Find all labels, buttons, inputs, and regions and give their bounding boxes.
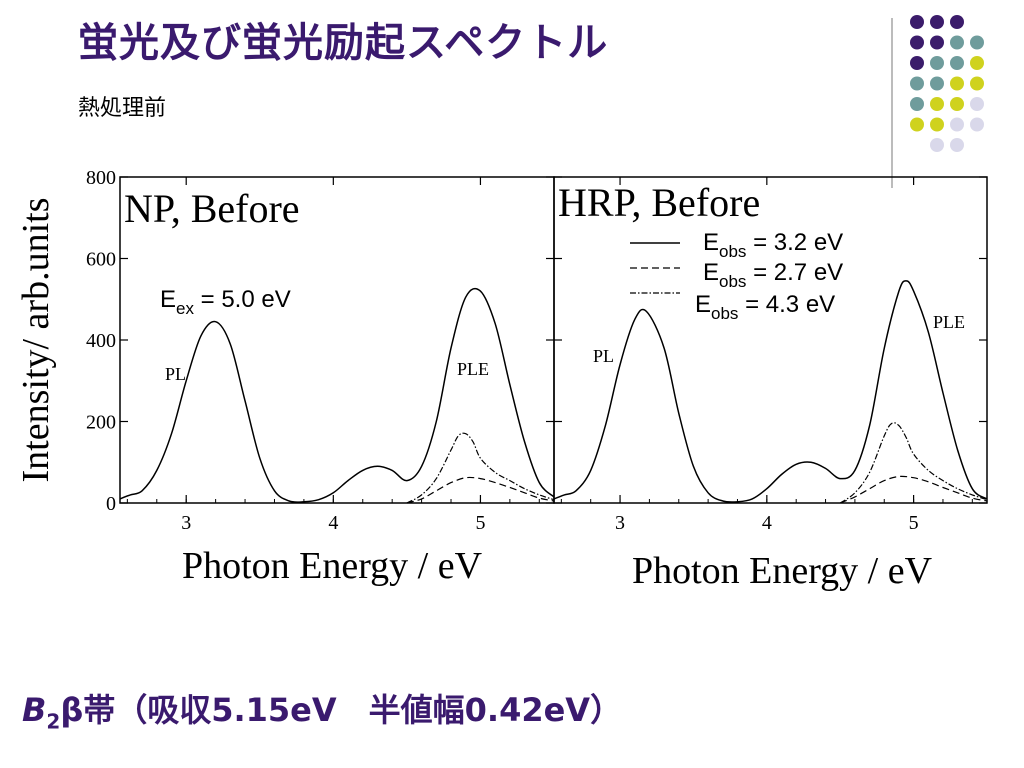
legend-entry-dashdot: Eobs = 4.3 eV [695,291,835,323]
decor-dot [930,15,944,29]
decor-dot [910,15,924,29]
hrp-legend: Eobs = 3.2 eV Eobs = 2.7 eV Eobs = 4.3 e… [630,229,843,323]
y-tick-label: 600 [86,249,116,271]
decor-dot [950,97,964,111]
slide-subtitle: 熱処理前 [78,96,167,121]
decor-dot [970,117,984,132]
slide-title: 蛍光及び蛍光励起スペクトル [78,20,609,66]
x-tick-label: 3 [181,512,191,534]
series-line-solid [119,287,555,503]
hrp-x-axis-label: Photon Energy / eV [632,550,933,592]
y-axis-label: Intensity/ arb.units [15,198,57,483]
panel-np-label: NP, Before [124,186,300,231]
x-tick-label: 4 [762,512,772,534]
decor-dot [930,138,944,152]
decor-dot [930,76,944,91]
decor-dot [970,76,984,91]
decor-dot [910,35,924,50]
series-line-dashdot [406,432,555,504]
footer-note: B2β帯（吸収5.15eV 半値幅0.42eV） [22,691,623,734]
x-tick-label: 5 [909,512,919,534]
np-excitation-annotation: Eex = 5.0 eV [160,286,291,318]
decor-dot [950,138,964,152]
hrp-ple-label: PLE [933,312,965,332]
decor-dot [930,35,944,50]
panel-hrp-marks: 3 4 5 [553,176,988,534]
legend-entry-dashed: Eobs = 2.7 eV [703,259,843,291]
decor-dot [970,35,984,50]
y-tick-label: 200 [86,412,116,434]
spectra-chart: 3 4 5 0 200 400 600 800 3 4 5 Intensity/ arb.unit… [15,167,988,592]
decorative-divider [891,18,893,188]
decor-dot [950,35,964,50]
decorative-dot-grid [910,15,984,152]
series-line-dashed [406,476,555,504]
decor-dot [950,117,964,132]
decor-dot [930,97,944,111]
np-pl-label: PL [165,364,186,384]
x-tick-label: 5 [475,512,485,534]
decor-dot [950,56,964,70]
np-ple-label: PLE [457,359,489,379]
decor-dot [930,117,944,132]
series-line-dashdot [839,422,988,504]
decor-dot [910,97,924,111]
x-tick-label: 4 [328,512,338,534]
series-line-dashed [839,475,988,504]
series-line-solid [553,280,988,503]
decor-dot [950,76,964,91]
decor-dot [910,56,924,70]
panel-np-marks: 3 4 5 0 200 400 600 800 [86,167,555,534]
decor-dot [970,56,984,70]
decor-dot [970,97,984,111]
np-x-axis-label: Photon Energy / eV [182,545,483,587]
decor-dot [950,15,964,29]
y-tick-label: 800 [86,167,116,189]
hrp-pl-label: PL [593,346,614,366]
legend-entry-solid: Eobs = 3.2 eV [703,229,843,261]
panel-hrp-frame [553,176,988,504]
decor-dot [910,76,924,91]
panel-hrp-label: HRP, Before [558,180,760,225]
decor-dot [930,56,944,70]
y-tick-label: 0 [106,493,116,515]
y-tick-label: 400 [86,330,116,352]
x-tick-label: 3 [615,512,625,534]
decor-dot [910,117,924,132]
